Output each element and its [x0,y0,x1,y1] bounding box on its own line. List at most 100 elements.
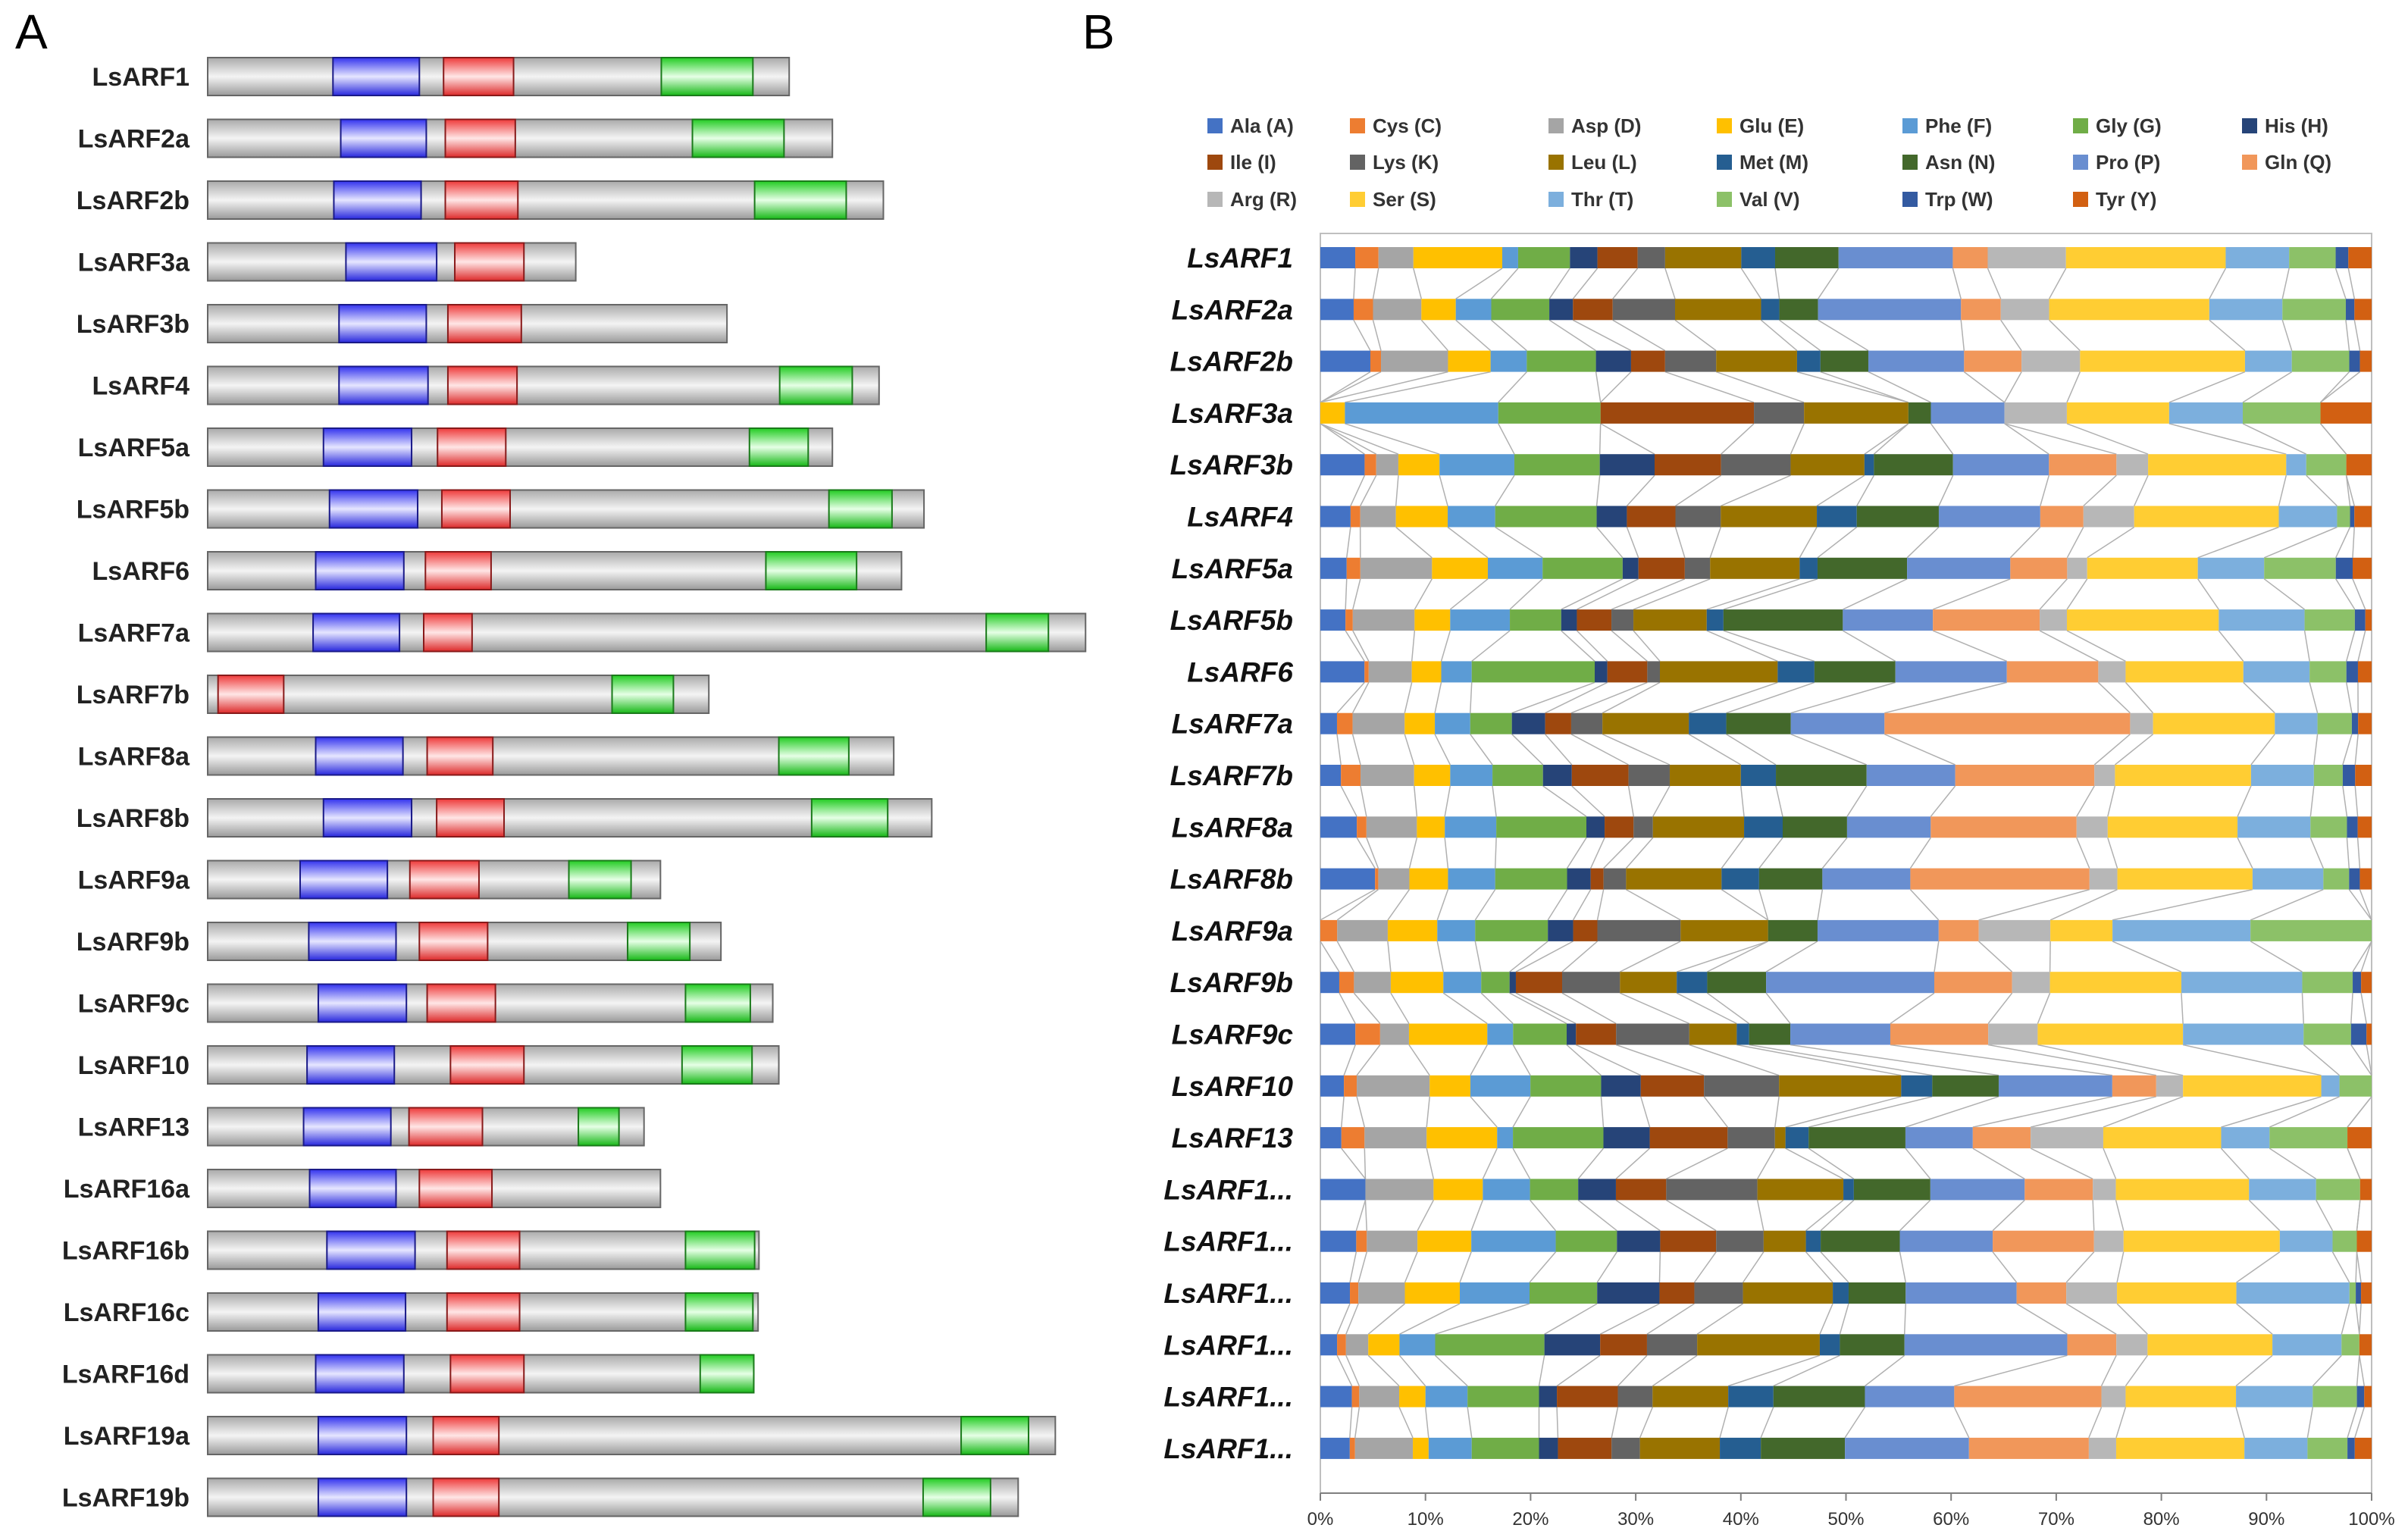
bar-segment [1354,972,1391,994]
bar-segment [1357,1075,1430,1097]
series-line [2016,1303,2068,1335]
bar-segment [1799,557,1818,579]
bar-segment [1821,1230,1900,1252]
series-line [1707,941,1768,972]
bar-segment [2148,454,2287,476]
protein-row: LsARF16b [62,1230,760,1270]
series-line [1349,1251,1357,1283]
series-line [1320,371,1448,403]
series-line [1404,682,1413,713]
bar-segment [1320,454,1365,476]
series-line [1350,474,1366,506]
series-line [2263,526,2338,559]
auxin-response-domain [423,612,473,653]
bar-label: LsARF3b [1170,449,1293,481]
series-line [1611,630,1648,662]
bar-segment [2355,765,2372,786]
series-line [1779,319,1821,352]
bar-segment [2364,1386,2372,1407]
bar-segment [1758,868,1823,890]
series-line [1726,734,1777,766]
bar-segment [2153,712,2275,734]
protein-row: LsARF9b [77,922,722,961]
legend-label: Asp (D) [1571,114,1641,137]
series-line [1785,1096,1902,1128]
series-line [1366,838,1379,869]
auxin-response-domain [426,736,494,776]
series-line [1548,319,1597,352]
bar-segment [2366,1023,2372,1045]
legend-label: His (H) [2265,114,2328,137]
gene-label: LsARF4 [92,372,190,401]
series-line [1434,734,1451,766]
bar-segment [1603,868,1627,890]
aux-iaa-domain [684,1230,756,1270]
gene-label: LsARF2a [78,125,190,154]
series-line [1545,681,1608,714]
series-line [1471,630,1511,662]
bar-segment [2010,557,2068,579]
series-line [2220,1148,2250,1179]
bar-segment [2209,299,2283,321]
series-line [1345,578,1348,610]
b3-domain [308,1169,397,1208]
x-tick-label: 0% [1307,1509,1334,1528]
bar-segment [2031,1127,2103,1149]
series-line [2197,526,2279,559]
legend-swatch [1902,118,1918,133]
series-line [2037,1044,2184,1076]
bar-segment [2264,557,2336,579]
protein-row: LsARF2b [77,180,885,220]
series-line [1658,1251,1661,1283]
bar-segment [1527,350,1596,372]
legend-label: Gln (Q) [2265,151,2331,174]
series-line [1992,1251,2018,1283]
series-line [1749,1044,1933,1076]
series-line [1542,785,1587,817]
series-line [1387,941,1392,972]
bar-segment [1978,919,2051,941]
bar-segment [1741,247,1776,268]
series-line [1404,734,1415,766]
series-line [2076,838,2090,869]
series-line [2093,734,2131,766]
series-line [1538,1355,1545,1386]
composition-bar: LsARF4 [1187,502,2372,533]
bar-segment [1320,299,1354,321]
series-line [1320,888,1376,921]
bar-segment [2278,506,2338,528]
series-line [2250,734,2275,766]
b3-domain [317,1416,408,1455]
series-line [1577,578,1639,610]
bar-segment [1817,919,1939,941]
bar-segment [1736,1023,1749,1045]
series-line [1596,1251,1617,1283]
gene-label: LsARF9a [78,866,190,895]
series-line [1972,1148,2025,1180]
series-line [1455,319,1492,352]
series-line [2065,1251,2095,1283]
series-line [1805,1251,1833,1283]
series-line [1320,423,1399,455]
bar-label: LsARF9a [1172,916,1293,947]
series-line [2309,785,2315,817]
series-line [2341,1303,2350,1335]
bar-segment [1320,506,1351,528]
series-line [1455,268,1503,299]
bar-segment [2361,1282,2372,1304]
series-line [1544,1303,1598,1335]
series-line [2353,320,2361,351]
bar-segment [1373,299,1422,321]
protein-row: LsARF8b [77,798,933,838]
protein-row: LsARF5b [77,489,925,529]
bar-segment [2279,1230,2333,1252]
bar-segment [1413,1437,1429,1459]
series-line [1470,734,1493,766]
series-line [2004,423,2049,455]
series-line [1906,526,1940,559]
bar-segment [1320,1282,1351,1304]
series-line [1626,474,1655,507]
series-line [1987,268,2002,299]
series-line [1775,785,1783,817]
bar-segment [2320,402,2372,424]
